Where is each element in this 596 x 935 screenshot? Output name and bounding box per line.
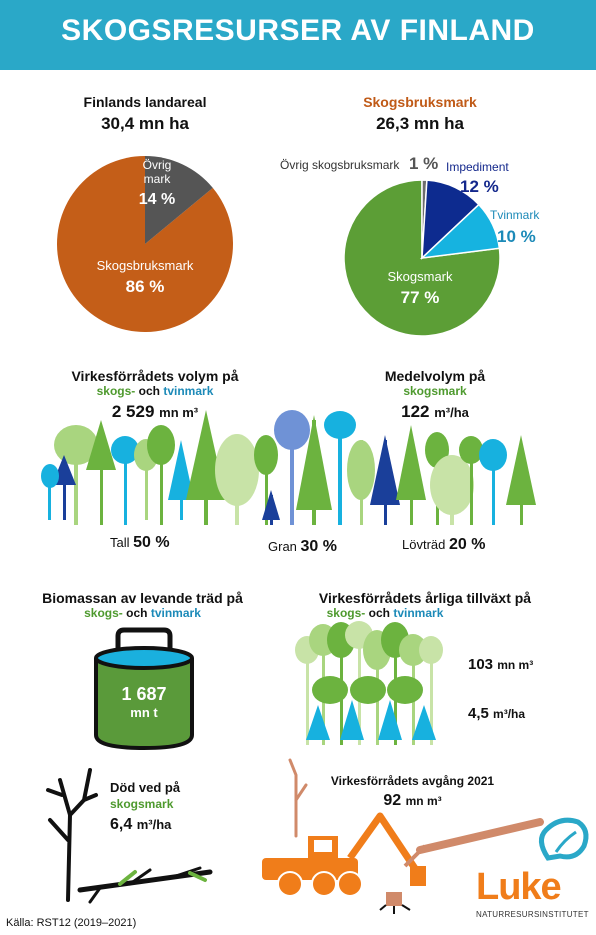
growth-title: Virkesförrådets årliga tillväxt på [318,590,532,606]
pie-pct-skogsmark: 77 % [400,288,440,307]
source-note: Källa: RST12 (2019–2021) [6,917,137,929]
pie-label-tvinmark: Tvinmark [490,208,540,222]
dead-wood-value: 6,4 m³/ha [110,816,171,834]
forestry-land-value: 26,3 mn ha [376,114,464,133]
dead-wood-num: 6,4 [110,816,133,833]
pie-pct-skogsbruksmark: 86 % [125,277,165,296]
tree-stump-icon [379,892,411,914]
mean-volume-unit: m³/ha [434,405,469,420]
luke-tagline: NATURRESURSINSTITUTET [476,910,589,919]
pie-label-ovrig-skogsbruksmark: Övrig skogsbruksmark [280,158,400,172]
pie-pct-tvinmark: 10 % [497,227,536,246]
species-tall-label: Tall [110,535,130,550]
bare-sapling-icon [288,758,308,838]
tree-icon [41,410,536,525]
harvester-icon [262,812,426,897]
fallen-branch-icon [77,866,213,904]
drain-value: 92 mn m³ [315,792,510,810]
dead-wood-title: Död ved på [110,780,181,795]
page-title: SKOGSRESURSER AV FINLAND [61,14,535,47]
growth-value-1-num: 103 [468,656,494,673]
growth-value-2-num: 4,5 [468,705,489,722]
biomass-value: 1 687 [121,684,167,704]
species-gran: Gran 30 % [268,538,337,556]
biomass-sub-tvinmark: tvinmark [150,606,201,620]
forestry-land-title: Skogsbruksmark [363,94,477,110]
biomass-title: Biomassan av levande träd på [42,590,243,606]
mean-volume-value: 122 m³/ha [355,402,515,422]
growth-value-2-unit: m³/ha [493,707,526,721]
drain-title: Virkesförrådets avgång 2021 [330,774,495,788]
dead-wood-subtitle: skogsmark [110,797,174,811]
luke-logo: Luke [476,866,562,908]
species-tall: Tall 50 % [110,534,170,552]
pie-label-ovrig-line2: mark [143,172,171,186]
dead-tree-icon [46,768,98,902]
volume-sub-and: och [138,384,160,398]
pie-slice-skogsbruksmark [56,156,233,333]
drain-num: 92 [383,792,402,809]
biomass-sub-and: och [126,606,148,620]
growth-sub-tvinmark: tvinmark [393,606,444,620]
growth-tree-icon [295,621,443,745]
growth-subtitle: skogs- och tvinmark [300,606,470,620]
pie-slice-tvinmark [419,203,501,260]
pie-label-ovrig-line1: Övrig [142,158,172,172]
volume-value-unit: mn m³ [159,405,199,420]
growth-value-2: 4,5 m³/ha [468,705,525,722]
species-gran-pct: 30 % [300,538,337,555]
species-lovtrad: Lövträd 20 % [402,536,485,554]
land-area-title: Finlands landareal [83,94,207,110]
growth-sub-skogs: skogs- [326,606,366,620]
biomass-sub-skogs: skogs- [84,606,123,620]
pie-pct-ovrig: 14 % [138,191,176,208]
volume-sub-tvinmark: tvinmark [163,384,214,398]
felled-log-icon [403,818,544,868]
pie-label-skogsbruksmark: Skogsbruksmark [96,258,194,273]
pie-pct-impediment: 12 % [460,177,499,196]
mean-volume-title: Medelvolym på [384,368,486,384]
header-banner [0,0,596,70]
volume-value: 2 529 mn m³ [45,402,265,422]
biomass-unit: mn t [130,705,158,720]
land-area-value: 30,4 mn ha [101,114,189,133]
mean-volume-num: 122 [401,402,430,421]
growth-value-1-unit: mn m³ [497,658,534,672]
species-lovtrad-pct: 20 % [449,536,486,553]
species-tall-pct: 50 % [133,534,170,551]
drain-unit: mn m³ [405,794,442,808]
pie-label-skogsmark: Skogsmark [387,269,453,284]
pie-label-impediment: Impediment [446,160,509,174]
pie-pct-ovrig-skogsbruksmark: 1 % [409,154,439,173]
volume-title: Virkesförrådets volym på [71,368,239,384]
volume-value-num: 2 529 [111,402,155,421]
species-lovtrad-label: Lövträd [402,537,446,552]
volume-subtitle: skogs- och tvinmark [45,384,265,398]
mean-volume-subtitle: skogsmark [403,384,467,398]
volume-sub-skogs: skogs- [96,384,136,398]
species-gran-label: Gran [268,539,297,554]
biomass-subtitle: skogs- och tvinmark [30,606,255,620]
dead-wood-unit: m³/ha [136,817,172,832]
pie-slice-ovrig-mark [145,156,213,244]
growth-value-1: 103 mn m³ [468,656,533,673]
growth-sub-and: och [368,606,390,620]
